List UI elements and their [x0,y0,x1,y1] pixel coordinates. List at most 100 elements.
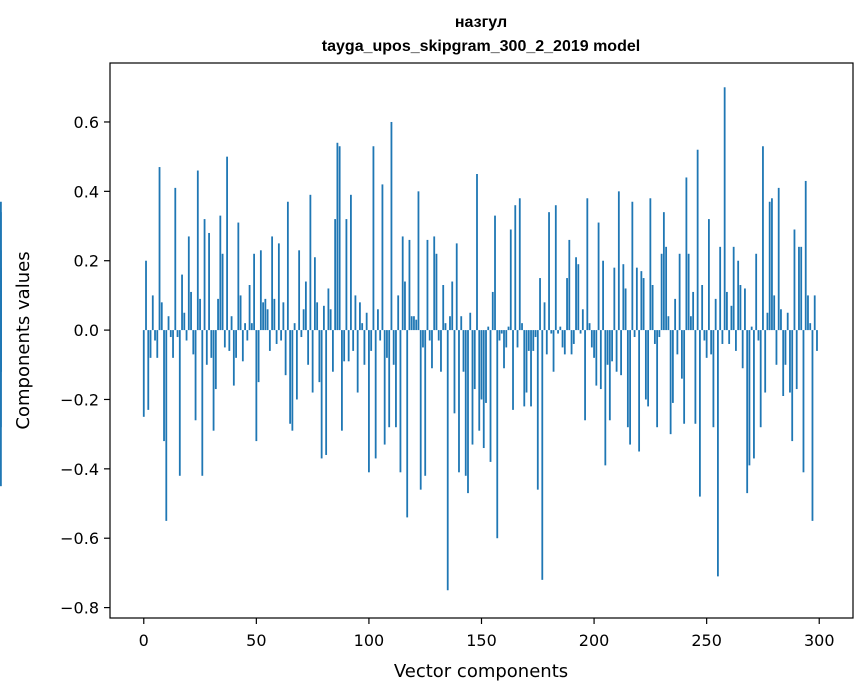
bar [158,167,161,331]
bar [676,330,679,355]
bar [764,330,767,393]
bar [196,170,199,331]
bar [633,330,636,338]
bar [282,302,285,331]
bar [350,194,352,331]
bar [244,323,246,331]
bar [190,291,192,331]
bar [717,330,719,577]
bar [798,246,800,331]
bar [167,316,170,331]
bar [334,219,337,331]
bar [541,330,544,580]
plot-area-frame [109,62,854,619]
bar [563,330,566,355]
bar [730,305,733,331]
bar [784,330,787,365]
bar [478,330,481,431]
bar [363,330,366,365]
bar [786,312,789,331]
bar [480,330,483,400]
bar [199,298,201,331]
bar [766,312,769,331]
bar [744,288,746,331]
bar [795,330,798,390]
bar [273,298,276,331]
bar [0,295,2,331]
bar [653,330,656,344]
bar [415,319,418,331]
bar [642,278,645,331]
bar [489,330,492,462]
bar [413,316,415,331]
bar [176,330,179,338]
bar [284,330,287,376]
chart-title: назгул [455,14,507,31]
bar [635,267,638,331]
y-tick-label: 0.2 [74,252,99,271]
bar [737,260,740,331]
bar [255,330,258,442]
bar [750,326,753,331]
bar [800,246,803,331]
bar [548,212,550,331]
bar [789,330,791,393]
bar [816,330,818,351]
bar [417,191,420,331]
bar [570,330,573,355]
bar [696,149,699,331]
bar [780,309,782,331]
bar [773,295,776,331]
bar [523,330,526,407]
bar [626,330,629,428]
bar [302,309,305,331]
bar [257,330,260,383]
x-tick-label: 0 [139,631,149,650]
bar [338,146,341,331]
bar [755,253,758,331]
bar [298,250,301,331]
bar [397,295,400,331]
bar [194,330,197,421]
bar [689,316,692,331]
bar [361,323,364,331]
bar [714,298,717,331]
bar [491,291,494,331]
bar [595,330,598,386]
bar [624,288,627,331]
bar [235,330,237,358]
bar [183,312,186,331]
bar [395,330,397,428]
bar [719,246,722,331]
bar [665,246,668,331]
bar [341,330,343,431]
bar [383,330,386,445]
bar [599,330,602,390]
bar [579,330,582,334]
bar [422,330,424,348]
bar [217,298,219,331]
bar [444,323,447,331]
x-tick-label: 100 [354,631,385,650]
bar [304,281,307,331]
bar [568,239,571,331]
bar [181,274,183,331]
bar [223,330,226,348]
bar [753,330,755,459]
bar [345,219,348,331]
bar [791,330,794,442]
bar [586,198,589,331]
bar [205,330,208,365]
bar [656,330,659,428]
bar [759,330,762,428]
bar [336,142,339,331]
bar [651,285,654,331]
bar [692,291,695,331]
bar [620,330,622,376]
bar [710,330,713,355]
bar [410,316,413,331]
bar [246,330,249,341]
bar [174,187,177,331]
bar [316,302,319,331]
bar [728,330,731,344]
